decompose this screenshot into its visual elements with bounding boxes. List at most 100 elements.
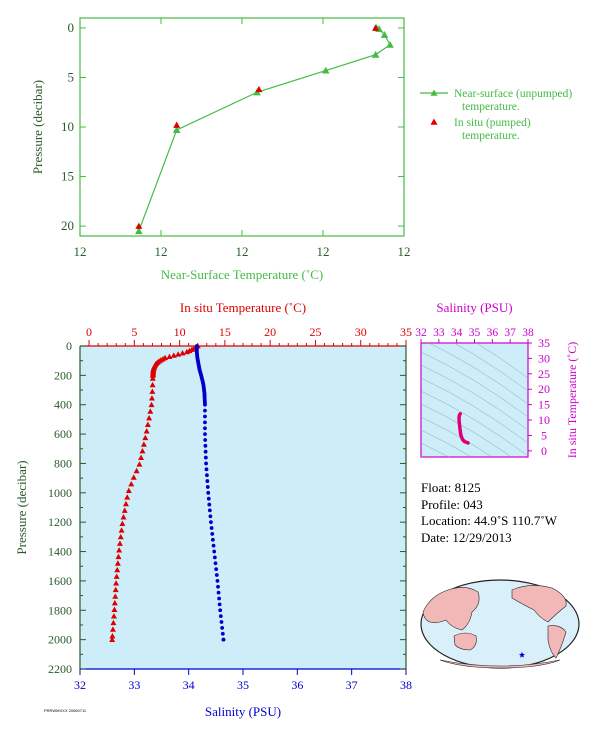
salinity-point [220, 631, 225, 636]
temperature-axis-label: In situ Temperature (˚C) [180, 300, 306, 315]
footer-code: PRRWMXXX 20060711 [44, 708, 87, 713]
x-axis-label: Near-Surface Temperature (˚C) [161, 267, 323, 282]
y-tick-label: 1200 [48, 515, 72, 529]
salinity-point [207, 508, 212, 513]
temperature-point [116, 547, 123, 553]
y-tick-label: 0 [66, 339, 72, 353]
temperature-point [113, 580, 120, 586]
temperature-point [147, 408, 154, 414]
ts-salinity-tick-label: 38 [522, 327, 534, 339]
temperature-point [146, 414, 153, 421]
salinity-point [217, 602, 222, 607]
temperature-point [120, 514, 127, 520]
temperature-point [111, 599, 118, 606]
ts-temp-tick-label: 10 [538, 413, 550, 427]
salinity-tick-label: 32 [74, 678, 86, 692]
salinity-point [219, 620, 224, 624]
temperature-point [109, 626, 116, 632]
salinity-point [214, 567, 219, 572]
salinity-point [208, 514, 213, 519]
density-contour [421, 390, 528, 457]
temperature-point [166, 353, 173, 359]
ts-salinity-tick-label: 33 [433, 327, 445, 339]
temperature-point [143, 428, 150, 434]
temperature-point [144, 421, 151, 427]
density-contour [428, 343, 528, 405]
salinity-point [209, 526, 214, 530]
density-contour [421, 377, 528, 444]
salinity-point [209, 520, 213, 525]
continent-south-america [547, 625, 567, 659]
float-number: Float: 8125 [421, 480, 481, 495]
y-tick-label: 15 [61, 169, 74, 184]
salinity-point [203, 455, 208, 460]
temperature-point [149, 388, 156, 394]
temperature-point [113, 573, 120, 579]
salinity-point [205, 479, 210, 483]
salinity-point [214, 573, 219, 577]
ts-temp-tick-label: 25 [538, 367, 550, 381]
y-tick-label: 10 [61, 119, 74, 134]
legend-label-in-situ-2: temperature. [462, 130, 520, 142]
temperature-point [140, 441, 147, 447]
temperature-point [128, 481, 135, 487]
salinity-point [212, 549, 217, 554]
legend-marker-near-surface [430, 89, 438, 96]
temperature-point [124, 494, 131, 500]
salinity-tick-label: 37 [346, 678, 358, 692]
salinity-point [218, 614, 223, 619]
temperature-point [111, 606, 118, 612]
float-location: Location: 44.9˚S 110.7˚W [421, 513, 557, 528]
ts-salinity-tick-label: 34 [451, 327, 463, 339]
salinity-axis-label: Salinity (PSU) [205, 704, 281, 719]
salinity-point [218, 608, 223, 613]
salinity-point [205, 473, 209, 478]
continent-asia [422, 587, 480, 631]
ts-temp-tick-label: 0 [541, 444, 547, 458]
temperature-point [112, 586, 119, 593]
ts-temp-tick-label: 5 [541, 428, 547, 442]
salinity-point [203, 420, 207, 425]
x-tick-label: 12 [155, 244, 168, 259]
salinity-point [205, 485, 210, 489]
ts-temp-tick-label: 30 [538, 351, 550, 365]
y-tick-label: 1800 [48, 603, 72, 617]
temperature-point [110, 619, 117, 626]
near-surface-point [135, 227, 143, 235]
salinity-point [203, 432, 207, 436]
salinity-point [220, 625, 225, 630]
density-contour [421, 442, 450, 457]
y-tick-label: 5 [68, 69, 75, 84]
temperature-point [179, 350, 186, 356]
temperature-point [142, 434, 149, 441]
salinity-point [207, 502, 212, 507]
y-axis-label: Pressure (decibar) [30, 80, 45, 174]
temperature-point [117, 533, 124, 540]
ts-salinity-tick-label: 35 [469, 327, 481, 339]
temp-tick-label: 0 [86, 325, 92, 339]
temp-tick-label: 10 [174, 325, 186, 339]
continent-antarctica [439, 659, 561, 669]
salinity-tick-label: 33 [128, 678, 140, 692]
profile-date: Date: 12/29/2013 [421, 529, 512, 545]
ts-curve [457, 412, 470, 445]
near-surface-point [371, 50, 380, 58]
ts-salinity-tick-label: 37 [504, 327, 516, 339]
salinity-point [203, 408, 207, 413]
salinity-point [216, 584, 220, 589]
temperature-point [109, 636, 116, 643]
density-contour [476, 343, 528, 379]
near-surface-point [380, 31, 389, 38]
ts-salinity-tick-label: 36 [487, 327, 499, 339]
x-tick-label: 12 [398, 244, 411, 259]
y-tick-label: 0 [68, 20, 75, 35]
temperature-point [114, 566, 121, 573]
x-tick-label: 12 [74, 244, 87, 259]
temperature-point [114, 560, 121, 566]
plot-background [80, 346, 406, 669]
float-location-star [518, 651, 526, 658]
profile-number: Profile: 043 [421, 496, 483, 512]
temperature-point [148, 401, 155, 408]
y-tick-label: 1600 [48, 574, 72, 588]
